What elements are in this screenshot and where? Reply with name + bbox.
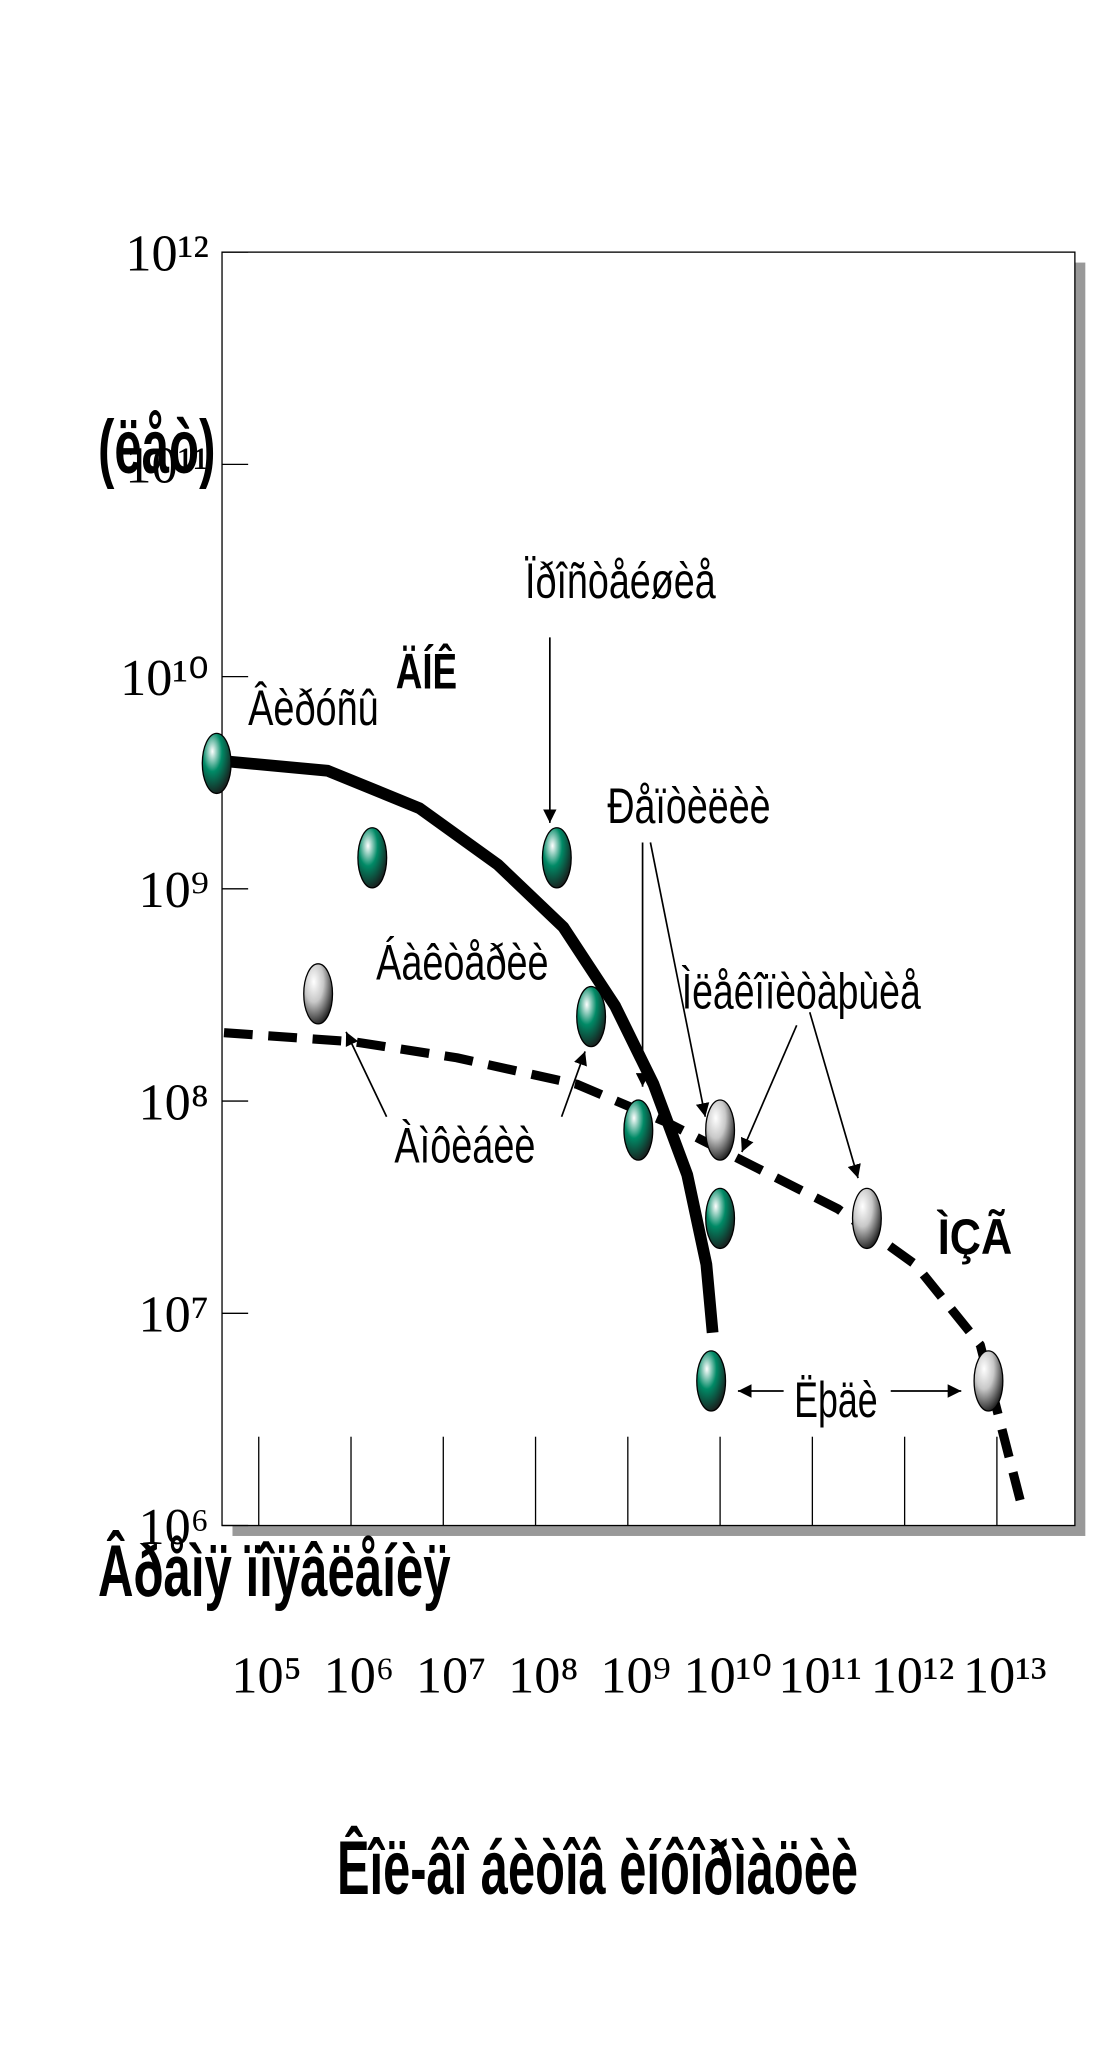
series-line [222, 755, 719, 1334]
annotation: Âèðóñû [248, 680, 379, 736]
annotation: Ìëåêîïèòàþùèå [682, 963, 921, 1019]
arrow [741, 1024, 798, 1153]
y-tick-label: 10¹⁰ [120, 649, 209, 707]
y-axis-title: (ëåò) [98, 405, 216, 490]
y-tick-label: 10⁹ [139, 861, 209, 919]
annotation: Âðåìÿ ïîÿâëåíèÿ [98, 1531, 451, 1612]
x-tick-label: 10⁹ [600, 1647, 670, 1705]
annotation-arrows [345, 637, 962, 1398]
plot-area [221, 251, 1076, 1527]
y-tick-label: 10⁸ [139, 1073, 209, 1131]
series-label: ÄÍÊ [396, 643, 457, 699]
x-tick-label: 10¹⁰ [684, 1647, 773, 1705]
annotation: Ðåïòèëèè [607, 778, 770, 834]
x-tick-label: 10¹² [871, 1647, 955, 1705]
data-point [303, 963, 334, 1025]
x-axis-title: Êîë-âî áèòîâ èíôîðìàöèè [337, 1825, 858, 1911]
x-tick-label: 10⁶ [324, 1647, 394, 1705]
annotation: Ïðîñòåéøèå [525, 553, 716, 609]
annotation: Àìôèáèè [394, 1117, 535, 1173]
data-point [696, 1350, 727, 1412]
data-point [851, 1187, 882, 1250]
y-tick-label: 10⁷ [139, 1286, 209, 1344]
data-point [705, 1187, 736, 1250]
data-point [705, 1099, 736, 1161]
data-point [201, 732, 232, 795]
x-tick-label: 10¹³ [963, 1647, 1047, 1705]
data-point [357, 827, 388, 889]
series-label: ÌÇÃ [937, 1209, 1012, 1265]
data-point [623, 1099, 654, 1161]
arrow [345, 1031, 388, 1118]
arrow [808, 1012, 861, 1179]
arrow [649, 842, 710, 1117]
data-point [576, 985, 607, 1048]
y-tick-label: 10¹² [125, 224, 209, 282]
annotation: Áàêòåðèè [376, 935, 548, 991]
data-point [541, 827, 572, 889]
arrow [560, 1051, 587, 1118]
x-tick-label: 10⁷ [416, 1647, 486, 1705]
y-tick-label: 10¹¹ [125, 437, 209, 495]
x-tick-label: 10⁵ [231, 1647, 301, 1705]
data-point [973, 1350, 1004, 1412]
x-tick-label: 10¹¹ [778, 1647, 862, 1705]
annotation: Ëþäè [794, 1372, 878, 1428]
x-tick-label: 10⁸ [508, 1647, 578, 1705]
y-tick-label: 10⁶ [139, 1498, 209, 1556]
